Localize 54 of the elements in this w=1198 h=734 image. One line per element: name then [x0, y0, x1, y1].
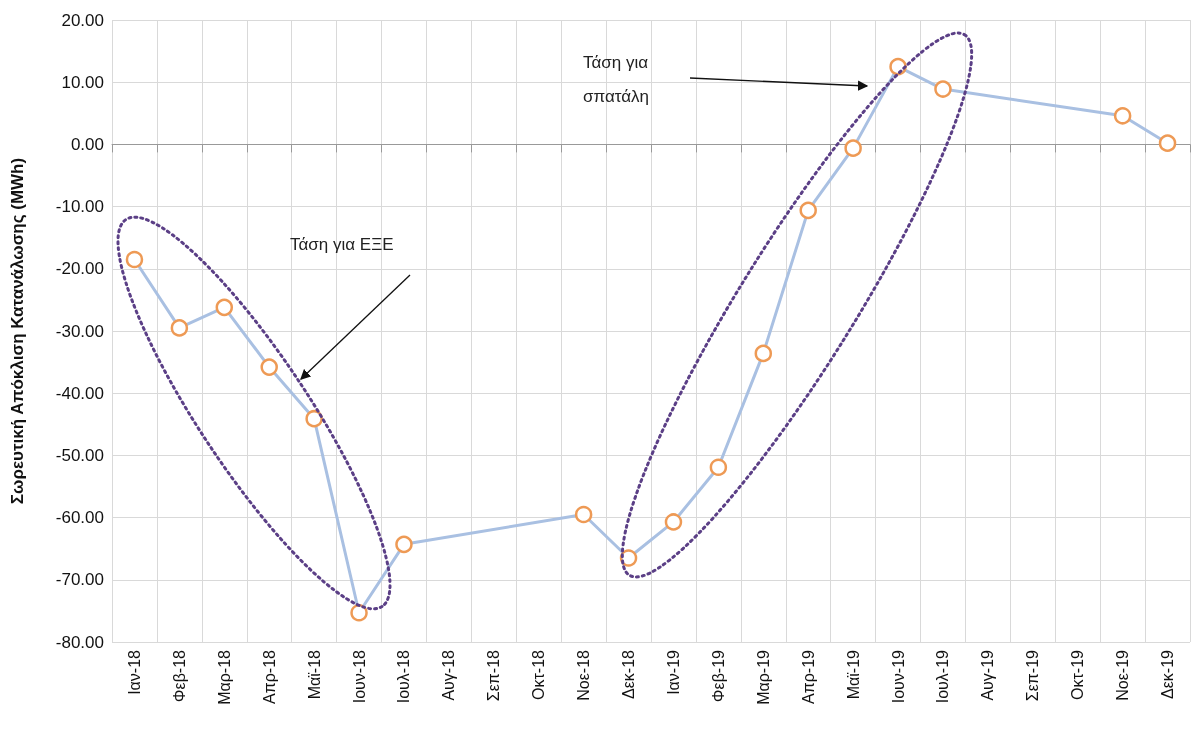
x-tick-label: Ιουλ-19: [934, 649, 952, 704]
y-tick-label: -30.00: [55, 321, 104, 341]
point: [305, 409, 323, 428]
x-tick-label: Ιαν-18: [125, 649, 143, 695]
x-tick-label: Απρ-19: [799, 649, 817, 704]
x-tick-label: Δεκ-19: [1159, 649, 1177, 699]
point: [574, 505, 593, 524]
y-axis-title: Σωρευτική Απόκλιση Κατανάλωσης (MWh): [8, 157, 27, 505]
point: [215, 298, 234, 317]
y-tick-label: 10.00: [61, 72, 104, 92]
x-tick-label: Νοε-18: [575, 649, 593, 701]
x-tick-label: Οκτ-19: [1069, 649, 1087, 700]
y-tick-label: -60.00: [55, 508, 104, 528]
point: [664, 513, 683, 531]
x-tick-label: Δεκ-18: [620, 649, 638, 699]
y-tick-label: -70.00: [55, 570, 104, 590]
annotation: Τάση για σπατάλη: [583, 52, 651, 108]
annotation: Τάση για ΕΞΕ: [290, 234, 395, 256]
x-tick-label: Νοε-19: [1114, 649, 1132, 701]
y-tick-label: -50.00: [55, 445, 104, 465]
point: [754, 344, 773, 363]
x-tick-label: Οκτ-18: [530, 649, 548, 700]
y-tick-label: 20.00: [61, 10, 104, 30]
x-tick-label: Ιαν-19: [664, 649, 682, 695]
point: [350, 604, 368, 622]
point: [125, 250, 144, 269]
point: [844, 139, 862, 157]
point: [1113, 107, 1132, 125]
x-tick-label: Αυγ-18: [440, 649, 458, 701]
x-tick-label: Μαρ-18: [215, 649, 233, 705]
x-tick-label: Μαϊ-19: [844, 649, 862, 700]
x-tick-label: Απρ-18: [260, 649, 278, 704]
y-tick-label: -10.00: [55, 197, 104, 217]
y-tick-label: 0.00: [70, 134, 104, 154]
x-tick-label: Ιουν-18: [350, 649, 368, 704]
y-tick-label: -40.00: [55, 383, 104, 403]
x-tick-label: Ιουλ-18: [395, 649, 413, 704]
point: [934, 80, 952, 98]
point: [170, 319, 189, 337]
x-tick-label: Μαϊ-18: [305, 649, 323, 700]
x-tick-label: Αυγ-19: [979, 649, 997, 701]
point: [1158, 134, 1177, 152]
y-tick-label: -20.00: [55, 259, 104, 279]
y-tick-label: -80.00: [55, 632, 104, 652]
point: [395, 535, 413, 554]
x-tick-label: Μαρ-19: [754, 649, 772, 705]
x-tick-label: Ιουν-19: [889, 649, 907, 704]
x-tick-label: Φεβ-18: [170, 649, 188, 703]
x-tick-label: Φεβ-19: [709, 649, 727, 703]
point: [260, 358, 278, 376]
x-tick-label: Σεπ-18: [485, 649, 503, 702]
x-tick-label: Σεπ-19: [1024, 649, 1042, 702]
point: [799, 201, 817, 220]
point: [709, 458, 728, 476]
